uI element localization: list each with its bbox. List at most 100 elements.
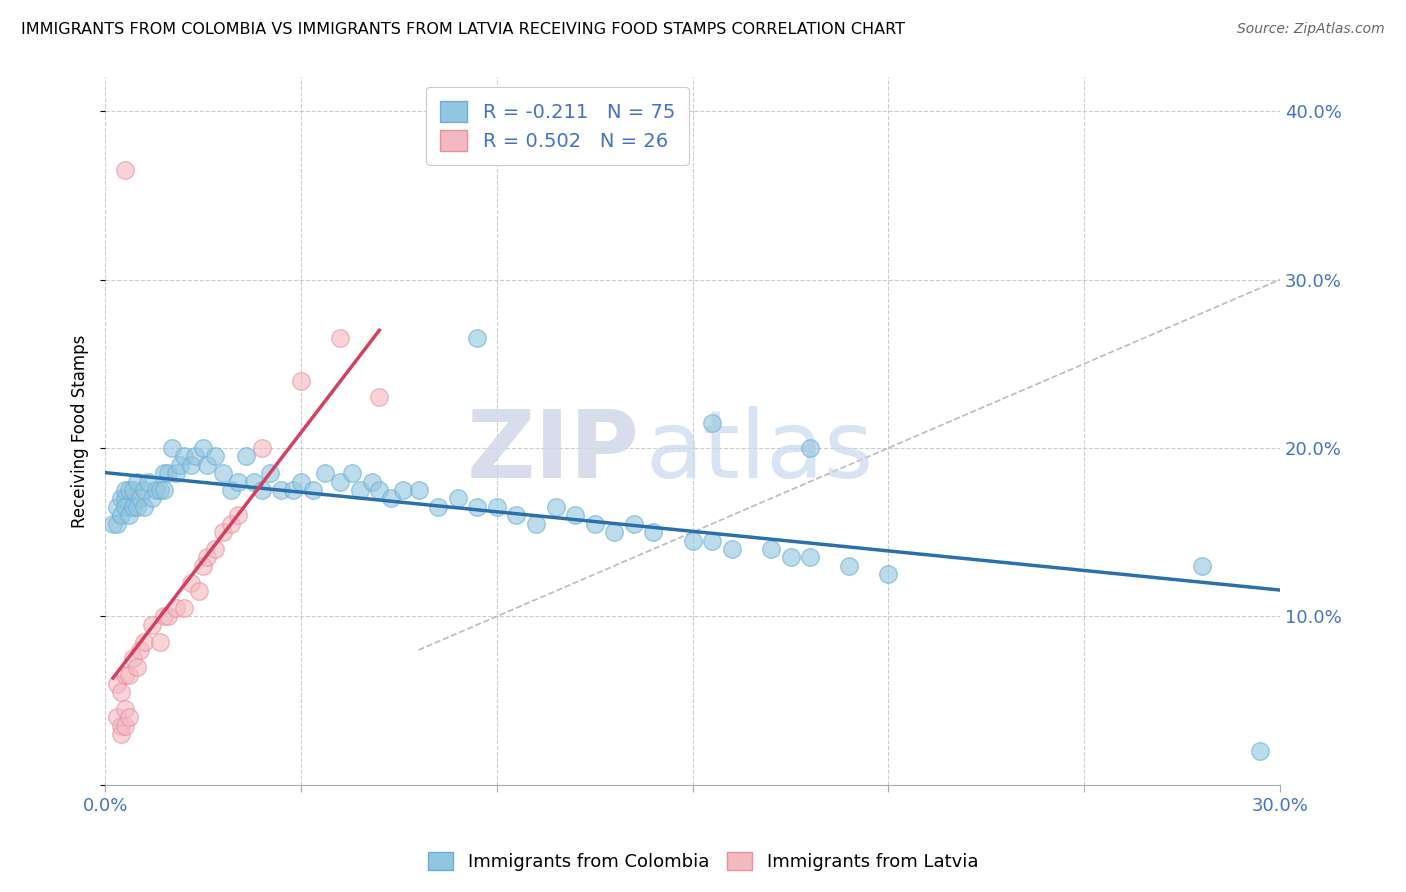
Point: [105, 676, 128, 690]
Point: [564, 508, 586, 523]
Y-axis label: Receiving Food Stamps: Receiving Food Stamps: [72, 334, 89, 528]
Legend: Immigrants from Colombia, Immigrants from Latvia: Immigrants from Colombia, Immigrants fro…: [420, 845, 986, 879]
Point: [149, 634, 172, 648]
Point: [204, 541, 226, 556]
Text: Source: ZipAtlas.com: Source: ZipAtlas.com: [1237, 22, 1385, 37]
Point: [643, 525, 665, 540]
Point: [408, 483, 430, 497]
Point: [180, 575, 202, 590]
Point: [121, 651, 143, 665]
Point: [290, 475, 312, 489]
Point: [191, 441, 214, 455]
Point: [702, 416, 724, 430]
Point: [165, 601, 187, 615]
Point: [149, 483, 172, 497]
Point: [392, 483, 415, 497]
Point: [340, 466, 363, 480]
Point: [114, 491, 136, 506]
Point: [204, 450, 226, 464]
Point: [447, 491, 470, 506]
Point: [1249, 744, 1271, 758]
Point: [121, 500, 143, 514]
Point: [101, 516, 124, 531]
Point: [114, 163, 136, 178]
Point: [524, 516, 547, 531]
Point: [118, 508, 141, 523]
Point: [110, 727, 132, 741]
Point: [195, 550, 218, 565]
Point: [505, 508, 527, 523]
Point: [243, 475, 266, 489]
Point: [228, 475, 250, 489]
Point: [110, 685, 132, 699]
Point: [250, 441, 273, 455]
Point: [583, 516, 606, 531]
Point: [153, 609, 176, 624]
Point: [838, 558, 860, 573]
Point: [136, 475, 159, 489]
Point: [105, 500, 128, 514]
Point: [368, 483, 391, 497]
Point: [169, 458, 191, 472]
Point: [153, 466, 176, 480]
Point: [877, 567, 900, 582]
Point: [290, 374, 312, 388]
Point: [219, 483, 242, 497]
Point: [380, 491, 402, 506]
Point: [211, 466, 233, 480]
Point: [134, 483, 156, 497]
Point: [105, 710, 128, 724]
Point: [114, 500, 136, 514]
Point: [195, 458, 218, 472]
Point: [114, 702, 136, 716]
Point: [114, 483, 136, 497]
Point: [129, 643, 152, 657]
Point: [105, 516, 128, 531]
Point: [145, 483, 167, 497]
Point: [188, 584, 211, 599]
Point: [329, 475, 352, 489]
Point: [125, 500, 148, 514]
Point: [118, 668, 141, 682]
Point: [219, 516, 242, 531]
Point: [1191, 558, 1213, 573]
Point: [779, 550, 801, 565]
Point: [156, 466, 179, 480]
Point: [329, 331, 352, 345]
Legend: R = -0.211   N = 75, R = 0.502   N = 26: R = -0.211 N = 75, R = 0.502 N = 26: [426, 87, 689, 164]
Point: [623, 516, 645, 531]
Point: [360, 475, 382, 489]
Point: [114, 668, 136, 682]
Point: [544, 500, 567, 514]
Point: [283, 483, 305, 497]
Point: [485, 500, 508, 514]
Point: [427, 500, 450, 514]
Point: [173, 601, 195, 615]
Point: [118, 483, 141, 497]
Point: [759, 541, 782, 556]
Point: [314, 466, 336, 480]
Point: [368, 391, 391, 405]
Point: [141, 617, 163, 632]
Point: [165, 466, 187, 480]
Point: [125, 660, 148, 674]
Point: [702, 533, 724, 548]
Point: [118, 710, 141, 724]
Point: [799, 550, 821, 565]
Point: [682, 533, 704, 548]
Point: [173, 450, 195, 464]
Point: [114, 719, 136, 733]
Point: [180, 458, 202, 472]
Point: [184, 450, 207, 464]
Text: IMMIGRANTS FROM COLOMBIA VS IMMIGRANTS FROM LATVIA RECEIVING FOOD STAMPS CORRELA: IMMIGRANTS FROM COLOMBIA VS IMMIGRANTS F…: [21, 22, 905, 37]
Point: [160, 441, 183, 455]
Point: [250, 483, 273, 497]
Point: [110, 508, 132, 523]
Point: [235, 450, 257, 464]
Point: [270, 483, 292, 497]
Point: [211, 525, 233, 540]
Point: [465, 331, 488, 345]
Point: [153, 483, 176, 497]
Point: [121, 483, 143, 497]
Point: [228, 508, 250, 523]
